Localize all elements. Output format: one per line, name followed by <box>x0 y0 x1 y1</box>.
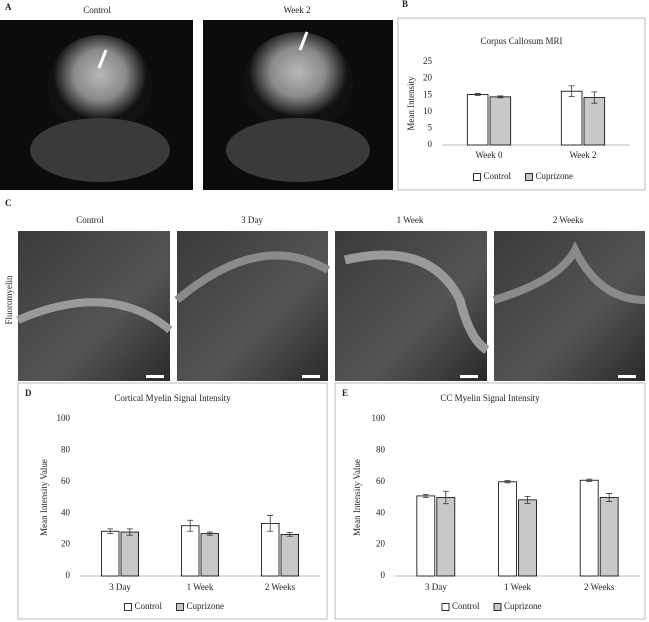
x-tick-label: 1 Week <box>504 582 531 592</box>
legend-label: Control <box>135 601 163 611</box>
error-bar <box>606 493 613 502</box>
legend-swatch <box>493 603 502 611</box>
chart-frame <box>334 382 646 620</box>
bar <box>583 97 606 146</box>
histology-image <box>492 231 646 381</box>
legend-label: Control <box>452 601 480 611</box>
x-tick-label: Week 0 <box>475 150 503 160</box>
panel-label: B <box>402 0 408 9</box>
histology-image <box>174 231 331 381</box>
y-tick-label: 40 <box>376 507 386 517</box>
y-tick-label: 100 <box>372 413 386 423</box>
bar <box>518 499 537 577</box>
legend-label: Cuprizone <box>504 601 542 611</box>
y-tick-label: 15 <box>423 89 433 99</box>
y-tick-label: 20 <box>376 539 386 549</box>
error-bar <box>497 95 504 99</box>
error-bar <box>504 480 511 484</box>
image-label: Week 2 <box>283 5 310 15</box>
y-tick-label: 5 <box>428 122 433 132</box>
x-tick-label: 3 Day <box>109 582 131 592</box>
error-bar <box>474 93 481 96</box>
legend-swatch <box>441 603 450 611</box>
mri-image <box>203 20 393 190</box>
error-bar <box>422 493 429 498</box>
x-tick-label: 2 Weeks <box>584 582 615 592</box>
chart-title: CC Myelin Signal Intensity <box>440 393 540 403</box>
legend-label: Cuprizone <box>187 601 225 611</box>
chart-frame <box>397 17 646 191</box>
x-tick-label: Week 2 <box>569 150 596 160</box>
histology-image <box>16 231 173 381</box>
y-tick-label: 20 <box>423 73 433 83</box>
image-label: 3 Day <box>241 215 263 225</box>
y-tick-label: 100 <box>57 413 71 423</box>
chart-frame <box>17 382 328 620</box>
y-tick-label: 0 <box>381 570 386 580</box>
bar <box>200 533 220 577</box>
legend-swatch <box>176 603 184 611</box>
chart-title: Corpus Callosum MRI <box>480 36 562 46</box>
error-bar <box>524 496 531 504</box>
error-bar <box>568 85 575 97</box>
y-tick-label: 60 <box>376 476 386 486</box>
image-label: 2 Weeks <box>553 215 584 225</box>
legend-swatch <box>525 173 533 181</box>
histology-image <box>335 231 490 381</box>
y-tick-label: 10 <box>423 106 433 116</box>
bar <box>560 90 583 146</box>
y-axis-label: Fluoromyelin <box>4 275 14 324</box>
bar <box>498 481 517 577</box>
error-bar <box>267 515 274 532</box>
x-tick-label: 3 Day <box>425 582 447 592</box>
y-axis-label: Mean Intensity <box>406 76 416 131</box>
error-bar <box>187 519 194 532</box>
mri-image <box>0 20 193 190</box>
error-bar <box>586 478 593 482</box>
y-tick-label: 25 <box>423 56 433 66</box>
y-tick-label: 80 <box>376 444 386 454</box>
panel-label: C <box>5 198 12 208</box>
legend-swatch <box>124 603 132 611</box>
legend-label: Cuprizone <box>536 171 574 181</box>
image-label: Control <box>76 215 104 225</box>
y-tick-label: 20 <box>61 539 71 549</box>
legend-label: Control <box>484 171 512 181</box>
panel-label: A <box>5 2 12 12</box>
y-tick-label: 0 <box>428 139 433 149</box>
bar <box>280 533 300 577</box>
bar <box>436 497 456 577</box>
bar <box>466 94 489 146</box>
y-tick-label: 80 <box>61 444 71 454</box>
bar <box>579 479 599 577</box>
bar <box>599 497 619 577</box>
panel-label: E <box>342 388 348 398</box>
error-bar <box>126 528 133 536</box>
y-tick-label: 40 <box>61 507 71 517</box>
bar <box>101 530 120 577</box>
chart-title: Cortical Myelin Signal Intensity <box>114 393 231 403</box>
y-axis-label: Mean Intensity Value <box>39 459 49 536</box>
x-tick-label: 1 Week <box>187 582 214 592</box>
bar <box>489 96 512 146</box>
bar <box>416 495 436 577</box>
x-tick-label: 2 Weeks <box>265 582 296 592</box>
y-axis-label: Mean Intensity Value <box>352 459 362 536</box>
y-tick-label: 0 <box>66 570 71 580</box>
image-label: Control <box>83 5 111 15</box>
bar <box>120 531 140 577</box>
bar <box>180 525 200 577</box>
error-bar <box>591 91 598 104</box>
image-label: 1 Week <box>397 215 424 225</box>
error-bar <box>107 528 114 535</box>
panel-label: D <box>25 388 32 398</box>
error-bar <box>442 490 449 505</box>
error-bar <box>286 532 293 537</box>
y-tick-label: 60 <box>61 476 71 486</box>
error-bar <box>206 531 213 536</box>
legend-swatch <box>473 173 481 181</box>
